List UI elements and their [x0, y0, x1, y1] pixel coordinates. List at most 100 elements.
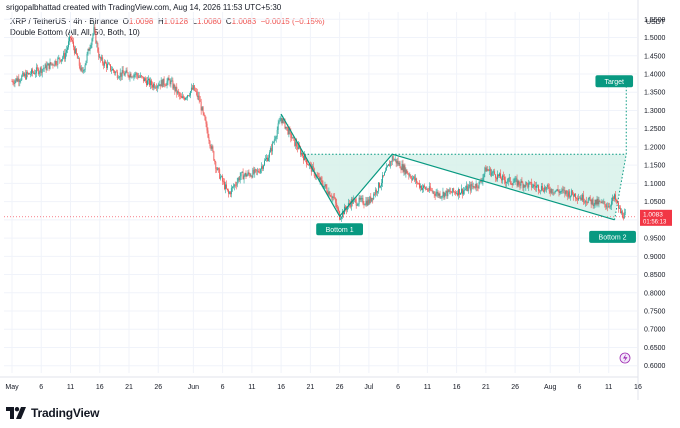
candle-body	[88, 48, 90, 51]
y-tick-label: 1.4500	[644, 53, 666, 60]
candle-body	[207, 130, 209, 138]
candle-body	[25, 73, 27, 79]
candle-body	[57, 58, 59, 65]
candle-body	[155, 87, 157, 89]
candle-body	[257, 171, 259, 172]
candle-body	[231, 186, 233, 189]
candle-body	[415, 178, 417, 181]
candle-body	[432, 191, 434, 193]
candle-body	[329, 191, 331, 197]
candle-body	[592, 199, 594, 206]
indicator-legend[interactable]: Double Bottom (All, All, 50, Both, 10)	[10, 28, 140, 37]
candle-body	[568, 191, 570, 197]
candle-body	[487, 169, 489, 171]
candle-body	[99, 57, 101, 58]
candle-body	[90, 44, 92, 48]
candle-body	[298, 145, 300, 150]
candle-body	[226, 184, 227, 189]
candle-body	[213, 151, 215, 161]
candle-body	[600, 201, 602, 203]
candle-body	[211, 146, 213, 149]
candle-body	[295, 142, 297, 146]
candle-body	[322, 184, 324, 188]
candle-body	[54, 60, 56, 66]
candle-body	[459, 188, 460, 195]
candle-body	[483, 173, 485, 178]
candle-body	[266, 157, 267, 160]
candle-body	[471, 184, 473, 187]
candle-body	[511, 184, 513, 186]
candle-body	[390, 161, 392, 163]
candle-body	[102, 57, 104, 64]
candle-body	[593, 204, 595, 206]
candle-body	[139, 76, 141, 78]
candle-body	[430, 189, 432, 191]
candle-body	[566, 190, 568, 193]
candle-body	[399, 162, 401, 169]
candle-body	[67, 47, 69, 51]
candle-body	[537, 185, 538, 186]
candle-body	[72, 40, 73, 42]
candle-body	[518, 180, 520, 185]
chart-credit: srigopalbhattad created with TradingView…	[6, 3, 282, 12]
candle-body	[121, 70, 123, 77]
candle-body	[505, 182, 507, 184]
candle-body	[550, 189, 552, 193]
candle-body	[341, 216, 342, 219]
candle-body	[202, 107, 204, 113]
candle-body	[624, 212, 626, 214]
candle-body	[475, 183, 477, 189]
candle-body	[237, 178, 239, 182]
candle-body	[358, 197, 360, 204]
candle-body	[178, 91, 180, 94]
candle-body	[174, 84, 176, 91]
candle-body	[111, 69, 113, 71]
candle-body	[332, 196, 334, 199]
x-tick-label: 26	[154, 384, 162, 391]
candle-body	[591, 199, 593, 205]
candle-body	[195, 91, 197, 92]
candle-body	[398, 162, 400, 165]
candle-body	[72, 41, 74, 48]
candle-body	[572, 190, 574, 195]
candle-body	[579, 198, 580, 199]
candle-body	[439, 193, 441, 198]
candle-body	[345, 209, 347, 211]
candle-body	[192, 85, 194, 90]
candle-body	[267, 157, 268, 162]
candle-body	[587, 199, 589, 203]
candle-body	[287, 127, 289, 135]
candle-body	[520, 180, 522, 186]
candle-body	[173, 84, 175, 89]
candle-body	[116, 71, 118, 78]
candle-body	[233, 184, 235, 187]
y-tick-label: 0.9000	[644, 254, 666, 261]
candle-body	[424, 187, 426, 190]
candle-body	[514, 178, 516, 182]
candle-body	[510, 183, 512, 185]
candle-body	[230, 188, 232, 195]
candle-body	[509, 177, 511, 184]
candle-body	[594, 199, 596, 205]
candle-body	[523, 184, 525, 188]
candle-body	[362, 198, 364, 205]
candle-body	[135, 73, 137, 75]
candle-body	[413, 176, 415, 178]
symbol-name[interactable]: XRP / TetherUS · 4h · Binance	[10, 17, 119, 26]
breakout-line	[614, 154, 627, 220]
y-tick-label: 1.1000	[644, 181, 666, 188]
candle-body	[152, 84, 154, 88]
candle-body	[479, 181, 481, 182]
candle-body	[584, 201, 586, 203]
candle-body	[16, 78, 18, 82]
candle-body	[208, 137, 210, 141]
candle-body	[103, 63, 105, 66]
candle-body	[123, 73, 125, 76]
price-chart[interactable]: 1.5500 1.5000 1.4500 1.4000 1.3500 1.3000 1.25…	[0, 0, 680, 400]
candle-body	[422, 188, 423, 190]
close-key: C	[225, 17, 232, 26]
candle-body	[264, 160, 265, 166]
candle-body	[189, 95, 190, 97]
candle-body	[503, 176, 505, 181]
candle-body	[489, 168, 491, 171]
